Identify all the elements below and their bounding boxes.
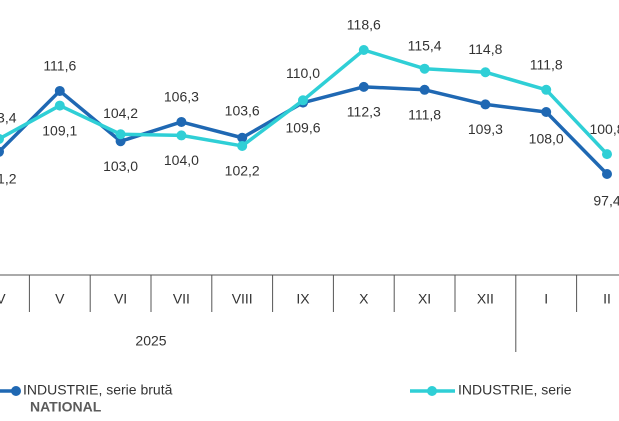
data-label: 108,0 [529, 131, 564, 147]
x-tick-label: IV [0, 291, 6, 307]
data-label: 115,4 [408, 37, 442, 53]
data-point [358, 81, 369, 92]
x-tick-label: IX [296, 291, 310, 307]
data-point [237, 132, 248, 143]
data-label: 109,1 [42, 122, 77, 138]
x-tick-label: V [55, 291, 65, 307]
data-label: 111,8 [408, 106, 441, 122]
data-point [54, 85, 65, 96]
x-tick-label: I [544, 291, 548, 307]
data-point [54, 100, 65, 111]
legend-marker [11, 386, 21, 396]
data-label: 101,2 [0, 170, 17, 186]
data-point [419, 63, 430, 74]
data-point [480, 67, 491, 78]
data-point [419, 84, 430, 95]
legend-label: INDUSTRIE, serie [458, 382, 572, 398]
data-point [115, 136, 126, 147]
x-tick-label: XI [418, 291, 431, 307]
data-label: 104,0 [164, 152, 199, 168]
data-label: 111,6 [43, 58, 76, 74]
data-point [237, 140, 248, 151]
x-tick-label: VII [173, 291, 190, 307]
data-label: 104,2 [103, 105, 138, 121]
data-label: 118,6 [347, 17, 381, 33]
data-point [602, 169, 612, 180]
data-point [115, 129, 126, 140]
data-point [480, 99, 491, 110]
legend-label: INDUSTRIE, serie brută [23, 382, 173, 398]
data-point [358, 45, 369, 55]
watermark: NATIONAL [30, 399, 102, 415]
data-label: 103,6 [225, 102, 260, 118]
data-label: 114,8 [468, 41, 502, 57]
data-label: 97,4 [593, 193, 619, 209]
year-label: 2025 [135, 333, 166, 349]
data-label: 110,0 [286, 65, 320, 81]
x-tick-label: XII [477, 291, 494, 307]
x-tick-label: VIII [232, 291, 253, 307]
data-label: 112,3 [347, 104, 381, 120]
data-label: 103,4 [0, 110, 17, 126]
x-tick-label: II [603, 291, 611, 307]
data-label: 111,8 [530, 56, 563, 72]
data-point [0, 134, 4, 144]
x-tick-label: X [359, 291, 369, 307]
data-label: 103,0 [103, 158, 138, 174]
data-label: 109,3 [468, 121, 503, 137]
data-point [602, 149, 612, 160]
data-point [176, 130, 187, 141]
data-point [176, 116, 187, 127]
legend-marker [427, 386, 437, 396]
data-point [541, 107, 552, 118]
x-tick-label: VI [114, 291, 127, 307]
data-point [298, 95, 308, 106]
data-point [541, 84, 552, 95]
data-label: 106,3 [164, 89, 199, 105]
data-label: 102,2 [225, 163, 260, 179]
data-point [0, 146, 4, 157]
data-label: 100,8 [589, 121, 619, 137]
data-label: 109,6 [285, 119, 320, 135]
